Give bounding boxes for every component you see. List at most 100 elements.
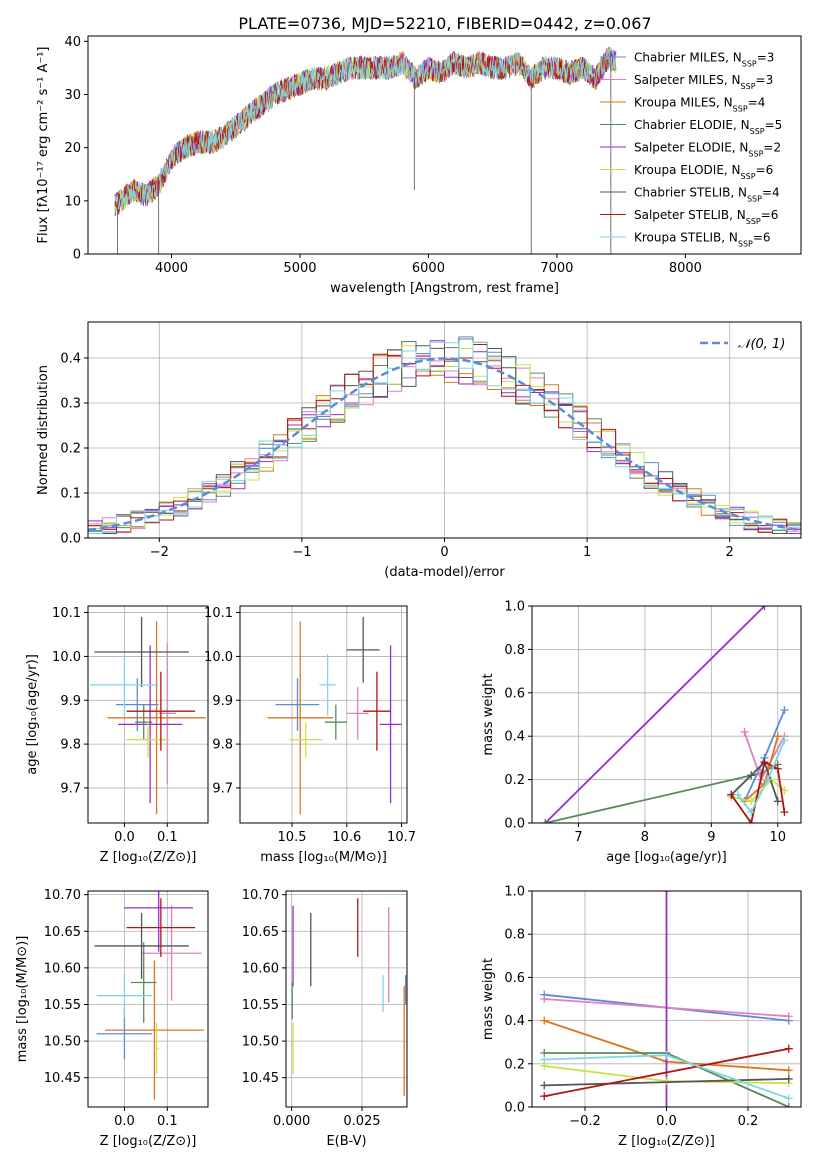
x-tick-label: −2 — [150, 545, 169, 560]
y-tick-label: 9.8 — [212, 738, 233, 753]
x-tick-label: 0.2 — [738, 1114, 759, 1129]
legend-entry: Kroupa STELIB, NSSP=6 — [634, 231, 771, 249]
figure-title: PLATE=0736, MJD=52210, FIBERID=0442, z=0… — [238, 14, 651, 33]
weight-point — [540, 1055, 549, 1064]
weight-point — [760, 606, 769, 610]
y-tick-label: 9.9 — [212, 694, 233, 709]
age-z-axes: 0.0 0.1 9.7 9.8 9.9 10.0 10.1 Z [log₁₀(Z/Z⊙)] ag… — [25, 605, 209, 865]
legend-entry: 𝒩(0, 1) — [738, 337, 785, 352]
y-tick-label: 0.2 — [60, 442, 81, 457]
y-tick-label: 10.70 — [242, 888, 279, 903]
y-tick-label: 0.1 — [60, 487, 81, 502]
y-tick-label: 0.3 — [60, 397, 81, 412]
y-tick-label: 10 — [64, 194, 81, 209]
weight-point — [780, 736, 789, 745]
y-tick-label: 9.9 — [60, 694, 81, 709]
weight-point — [780, 808, 789, 817]
weight-point — [784, 1044, 793, 1053]
y-tick-label: 10.0 — [204, 650, 233, 665]
x-tick-label: 10 — [769, 830, 786, 845]
weight-age-axes: 7 8 9 10 0.0 0.2 0.4 0.6 0.8 1.0 age [log₁₀(age/yr… — [481, 600, 802, 865]
axes-frame — [239, 605, 408, 824]
y-tick-label: 10.50 — [242, 1035, 279, 1050]
y-tick-label: 0.2 — [504, 1057, 525, 1072]
y-tick-label: 0.8 — [504, 928, 525, 943]
y-tick-label: 0.8 — [504, 643, 525, 658]
normal-curve — [88, 357, 801, 532]
y-axis-label: mass weight — [481, 673, 496, 755]
y-tick-label: 30 — [64, 88, 81, 103]
plot-area — [291, 898, 407, 1097]
y-tick-label: 10.65 — [44, 925, 81, 940]
y-tick-label: 0.0 — [504, 1101, 525, 1116]
weight-series-line — [730, 760, 779, 802]
x-axis-label: Z [log₁₀(Z/Z⊙)] — [618, 1134, 715, 1149]
spectrum-axes: 4000 5000 6000 7000 8000 0 10 20 30 40 wavelength … — [36, 35, 802, 296]
legend-entry: Kroupa ELODIE, NSSP=6 — [634, 163, 773, 181]
weight-point — [784, 1074, 793, 1083]
axes-frame — [87, 35, 802, 255]
y-tick-label: 10.1 — [52, 606, 81, 621]
mass-z-axes: 0.0 0.1 10.45 10.50 10.55 10.60 10.65 10.70 Z [l… — [15, 888, 209, 1149]
weight-point — [662, 1051, 671, 1060]
x-axis-label: mass [log₁₀(M/M⊙)] — [260, 850, 387, 865]
weight-point — [773, 797, 782, 806]
weight-series-line — [545, 763, 779, 823]
plot-area — [88, 336, 801, 534]
x-tick-label: 10.5 — [278, 830, 307, 845]
y-tick-label: 1.0 — [504, 885, 525, 900]
y-tick-label: 10.70 — [44, 888, 81, 903]
x-axis-label: Z [log₁₀(Z/Z⊙)] — [100, 1134, 197, 1149]
weight-z-axes: −0.2 0.0 0.2 0.0 0.2 0.4 0.6 0.8 1.0 Z [log₁₀(Z/Z… — [481, 885, 802, 1149]
y-axis-label: Flux [fλ10⁻¹⁷ erg cm⁻² s⁻¹ A⁻¹] — [36, 47, 51, 244]
weight-point — [747, 771, 756, 780]
axes-frame — [87, 605, 209, 824]
x-tick-label: −1 — [292, 545, 311, 560]
legend-entry: Salpeter STELIB, NSSP=6 — [634, 208, 778, 226]
weight-point — [763, 775, 772, 784]
y-tick-label: 40 — [64, 35, 81, 50]
plot-area — [267, 616, 402, 815]
weight-series-line — [544, 1078, 789, 1087]
x-tick-label: 0.025 — [343, 1114, 380, 1129]
x-axis-label: Z [log₁₀(Z/Z⊙)] — [100, 850, 197, 865]
weight-point — [662, 891, 671, 895]
y-tick-label: 10.55 — [44, 998, 81, 1013]
legend-entry: Salpeter ELODIE, NSSP=2 — [634, 141, 781, 159]
x-tick-label: 7000 — [540, 261, 573, 276]
mass-ebv-axes: 0.000 0.025 10.45 10.50 10.55 10.60 10.65 10.70… — [242, 888, 408, 1149]
y-tick-label: 0.6 — [504, 686, 525, 701]
y-tick-label: 20 — [64, 141, 81, 156]
y-tick-label: 9.8 — [60, 738, 81, 753]
plot-area — [541, 606, 789, 823]
legend-entry: Kroupa MILES, NSSP=4 — [634, 96, 765, 114]
weight-point — [747, 808, 756, 817]
weight-point — [541, 819, 550, 823]
y-tick-label: 0.2 — [504, 773, 525, 788]
spectrum-legend: Chabrier MILES, NSSP=3 Salpeter MILES, NS… — [600, 51, 782, 249]
weight-point — [540, 1092, 549, 1101]
weight-point — [760, 758, 769, 767]
y-tick-label: 10.45 — [242, 1071, 279, 1086]
plot-area — [540, 891, 793, 1107]
axes-frame — [285, 890, 408, 1108]
x-tick-label: 8 — [641, 830, 649, 845]
weight-point — [780, 706, 789, 715]
y-tick-label: 0.4 — [504, 730, 525, 745]
x-tick-label: 0.000 — [273, 1114, 310, 1129]
residual-histogram — [88, 341, 801, 534]
legend-entry: Salpeter MILES, NSSP=3 — [634, 73, 773, 91]
weight-point — [784, 1012, 793, 1021]
legend-entry: Chabrier STELIB, NSSP=4 — [634, 186, 780, 204]
x-tick-label: 7 — [574, 830, 582, 845]
weight-point — [733, 790, 742, 799]
y-axis-label: mass [log₁₀(M/M⊙)] — [15, 936, 30, 1063]
weight-series-line — [544, 606, 766, 823]
y-tick-label: 0.4 — [504, 1014, 525, 1029]
plot-area — [90, 616, 206, 815]
y-tick-label: 9.7 — [60, 781, 81, 796]
weight-point — [540, 995, 549, 1003]
y-tick-label: 0.6 — [504, 971, 525, 986]
y-tick-label: 10.65 — [242, 925, 279, 940]
